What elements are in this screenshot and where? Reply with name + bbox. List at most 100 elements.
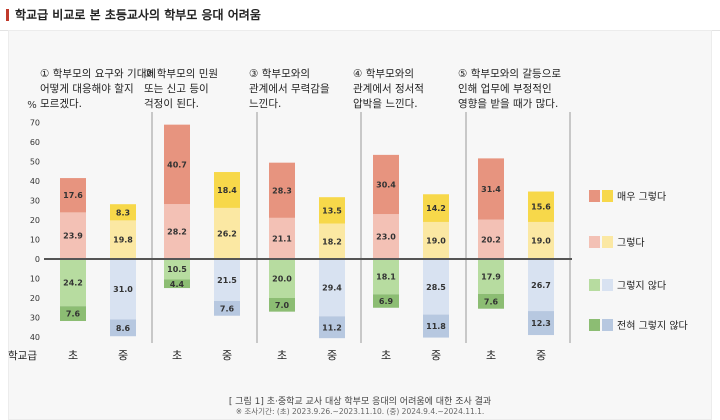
- data-label: 6.9: [379, 297, 394, 306]
- question-label: ⑤ 학부모와의 갈등으로: [458, 67, 561, 80]
- legend-swatch-elementary: [589, 190, 600, 202]
- bar-segment-strongly-agree: [528, 191, 554, 222]
- bar-segment-strongly-agree: [373, 154, 399, 215]
- legend-swatch-elementary: [589, 279, 600, 291]
- y-tick-label: 0: [35, 255, 40, 264]
- y-tick-label: 30: [30, 314, 40, 323]
- bar-segment-strongly-agree: [269, 162, 295, 218]
- x-group-label: 중: [536, 349, 546, 362]
- data-label: 11.2: [322, 323, 342, 332]
- data-label: 10.5: [167, 265, 187, 274]
- data-label: 18.1: [376, 273, 396, 282]
- data-label: 26.2: [217, 229, 237, 238]
- x-axis-label: 학교급: [8, 350, 37, 362]
- bar-segment-agree: [269, 217, 295, 259]
- data-label: 7.6: [220, 304, 235, 313]
- data-label: 14.2: [426, 204, 446, 213]
- bar-segment-disagree: [423, 259, 449, 315]
- x-group-label: 중: [222, 349, 232, 362]
- data-label: 24.2: [63, 279, 83, 288]
- bar-segment-strongly-disagree: [110, 319, 136, 337]
- bar-segment-strongly-disagree: [528, 311, 554, 336]
- question-label: ④ 학부모와의: [353, 68, 414, 80]
- data-label: 12.3: [531, 319, 551, 328]
- question-label: 인해 업무에 부정적인: [458, 82, 552, 95]
- bar-segment-disagree: [478, 259, 504, 294]
- question-label: 모르겠다.: [40, 98, 82, 110]
- bar-segment-agree: [478, 219, 504, 259]
- bar-segment-strongly-agree: [60, 178, 86, 213]
- bar-segment-disagree: [269, 259, 295, 298]
- question-label: ① 학부모의 요구와 기대에: [40, 68, 156, 80]
- y-tick-label: 10: [30, 275, 40, 284]
- data-label: 28.3: [272, 186, 292, 195]
- data-label: 7.6: [66, 310, 81, 319]
- data-label: 29.4: [322, 284, 342, 293]
- question-label: 느낀다.: [249, 98, 281, 110]
- bar-segment-strongly-agree: [423, 194, 449, 222]
- question-label: ③ 학부모와의: [249, 68, 310, 80]
- question-label: 어떻게 대응해야 할지: [40, 82, 134, 95]
- legend-label: 그렇지 않다: [617, 279, 666, 292]
- bar-segment-strongly-disagree: [373, 294, 399, 308]
- legend-swatch-elementary: [589, 319, 600, 331]
- bar-segment-strongly-disagree: [478, 293, 504, 309]
- data-label: 7.6: [484, 297, 499, 306]
- x-group-label: 초: [381, 349, 391, 362]
- data-label: 7.0: [275, 301, 290, 310]
- question-label: 또는 신고 등이: [144, 83, 209, 95]
- bar-segment-disagree: [214, 259, 240, 301]
- bar-segment-agree: [373, 214, 399, 259]
- data-label: 13.5: [322, 206, 342, 215]
- bar-segment-agree: [319, 223, 345, 259]
- x-group-label: 중: [118, 349, 128, 362]
- bar-segment-strongly-agree: [214, 172, 240, 208]
- data-label: 21.1: [272, 234, 292, 243]
- page-title: 학교급 비교로 본 초등교사의 학부모 응대 어려움: [15, 8, 261, 22]
- bar-segment-strongly-disagree: [214, 300, 240, 316]
- data-label: 18.2: [322, 237, 342, 246]
- data-label: 28.5: [426, 283, 446, 292]
- data-label: 15.6: [531, 203, 551, 212]
- y-tick-label: 20: [30, 216, 40, 225]
- bar-segment-strongly-disagree: [60, 306, 86, 322]
- data-label: 40.7: [167, 160, 187, 169]
- bar-segment-disagree: [528, 259, 554, 312]
- legend-swatch-elementary: [589, 236, 600, 248]
- legend-swatch-middle: [602, 190, 613, 202]
- data-label: 4.4: [170, 280, 185, 289]
- data-label: 11.8: [426, 322, 446, 331]
- title-marker: [6, 9, 9, 21]
- bar-segment-strongly-disagree: [164, 279, 190, 289]
- data-label: 8.3: [116, 208, 130, 217]
- bar-segment-agree: [60, 212, 86, 259]
- y-axis-unit: %: [27, 100, 37, 111]
- bar-segment-disagree: [164, 259, 190, 280]
- data-label: 31.4: [481, 185, 501, 194]
- x-group-label: 초: [277, 349, 287, 362]
- bar-segment-agree: [164, 204, 190, 259]
- survey-period: ※ 조사기간: (초) 2023.9.26.~2023.11.10. (중) 2…: [235, 407, 485, 416]
- y-tick-label: 40: [30, 333, 40, 342]
- legend-swatch-middle: [602, 319, 613, 331]
- bar-segment-agree: [528, 221, 554, 259]
- data-label: 19.8: [113, 236, 133, 245]
- x-group-label: 중: [327, 349, 337, 362]
- bar-segment-agree: [214, 207, 240, 259]
- data-label: 23.0: [376, 233, 396, 242]
- data-label: 20.2: [481, 235, 501, 244]
- bar-segment-strongly-agree: [164, 124, 190, 205]
- bar-segment-disagree: [110, 259, 136, 320]
- legend-label: 그렇다: [617, 236, 645, 249]
- question-label: 관계에서 무력감을: [249, 83, 330, 95]
- bar-segment-strongly-agree: [478, 158, 504, 220]
- bar-segment-strongly-agree: [319, 197, 345, 224]
- y-tick-label: 10: [30, 236, 40, 245]
- data-label: 20.0: [272, 275, 292, 284]
- question-label: 영향을 받을 때가 많다.: [458, 98, 558, 110]
- legend-swatch-middle: [602, 236, 613, 248]
- bar-segment-strongly-disagree: [269, 298, 295, 312]
- question-label: ② 학부모의 민원: [144, 68, 218, 80]
- bar-segment-disagree: [319, 259, 345, 317]
